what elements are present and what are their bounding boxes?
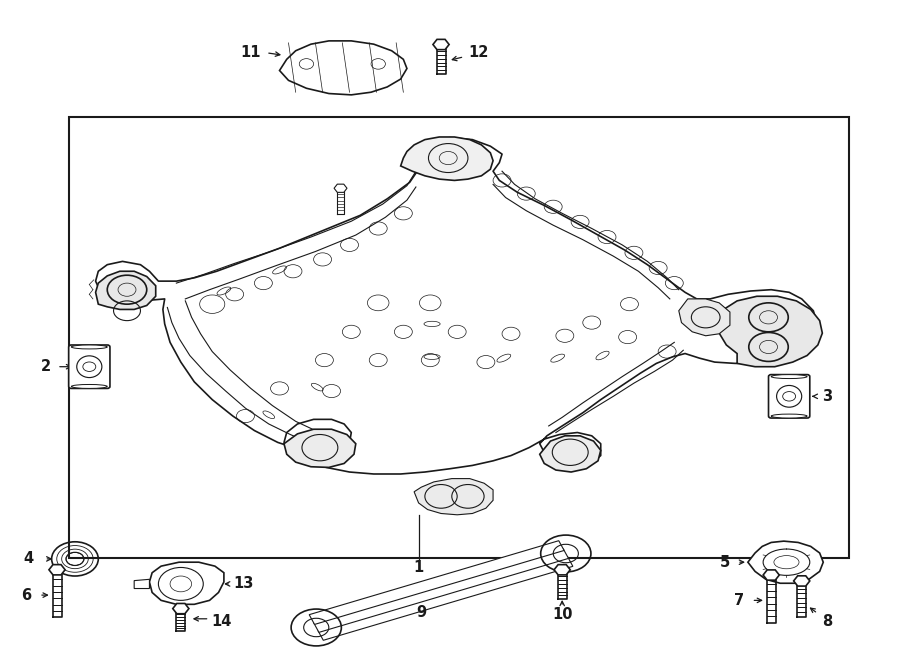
Polygon shape — [95, 271, 156, 309]
Polygon shape — [173, 603, 189, 613]
Polygon shape — [313, 549, 569, 633]
Polygon shape — [149, 563, 224, 604]
Text: 13: 13 — [233, 576, 254, 592]
Text: 1: 1 — [413, 560, 424, 575]
Text: 12: 12 — [469, 45, 489, 60]
Ellipse shape — [763, 549, 810, 575]
Polygon shape — [717, 296, 823, 367]
Polygon shape — [400, 137, 493, 180]
Polygon shape — [280, 41, 407, 95]
Text: 7: 7 — [734, 593, 744, 608]
Ellipse shape — [774, 556, 799, 568]
Polygon shape — [95, 137, 816, 474]
Bar — [68, 116, 850, 558]
Ellipse shape — [76, 356, 102, 377]
Ellipse shape — [71, 385, 107, 389]
Text: 11: 11 — [240, 45, 261, 60]
Text: 4: 4 — [23, 551, 33, 566]
Polygon shape — [794, 576, 810, 586]
Text: 3: 3 — [822, 389, 832, 404]
Polygon shape — [748, 541, 824, 583]
Polygon shape — [540, 436, 600, 472]
Ellipse shape — [771, 414, 807, 418]
Text: 10: 10 — [552, 607, 572, 623]
FancyBboxPatch shape — [769, 375, 810, 418]
Polygon shape — [554, 564, 571, 575]
Polygon shape — [679, 299, 730, 336]
Polygon shape — [414, 479, 493, 515]
Ellipse shape — [777, 385, 802, 407]
Polygon shape — [763, 570, 779, 580]
Polygon shape — [134, 579, 149, 588]
Polygon shape — [334, 184, 347, 192]
Text: 14: 14 — [211, 614, 231, 629]
Ellipse shape — [771, 375, 807, 379]
Text: 6: 6 — [22, 588, 32, 603]
Text: 2: 2 — [41, 359, 51, 374]
Ellipse shape — [71, 345, 107, 349]
FancyBboxPatch shape — [68, 345, 110, 389]
Text: 8: 8 — [822, 614, 832, 629]
Text: 5: 5 — [719, 555, 730, 570]
Polygon shape — [284, 429, 356, 467]
Polygon shape — [49, 564, 65, 575]
Polygon shape — [433, 40, 449, 50]
Polygon shape — [318, 557, 573, 641]
Text: 9: 9 — [416, 605, 427, 620]
Polygon shape — [310, 541, 564, 625]
